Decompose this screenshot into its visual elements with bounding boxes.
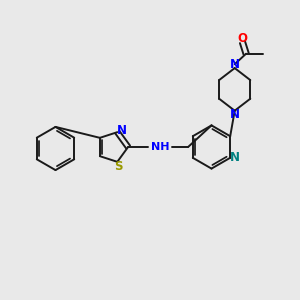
Text: NH: NH [151,142,170,152]
Text: N: N [230,151,239,164]
Text: N: N [230,108,240,121]
Text: N: N [116,124,127,137]
Text: O: O [238,32,248,45]
Text: N: N [230,58,240,71]
Text: S: S [114,160,123,173]
